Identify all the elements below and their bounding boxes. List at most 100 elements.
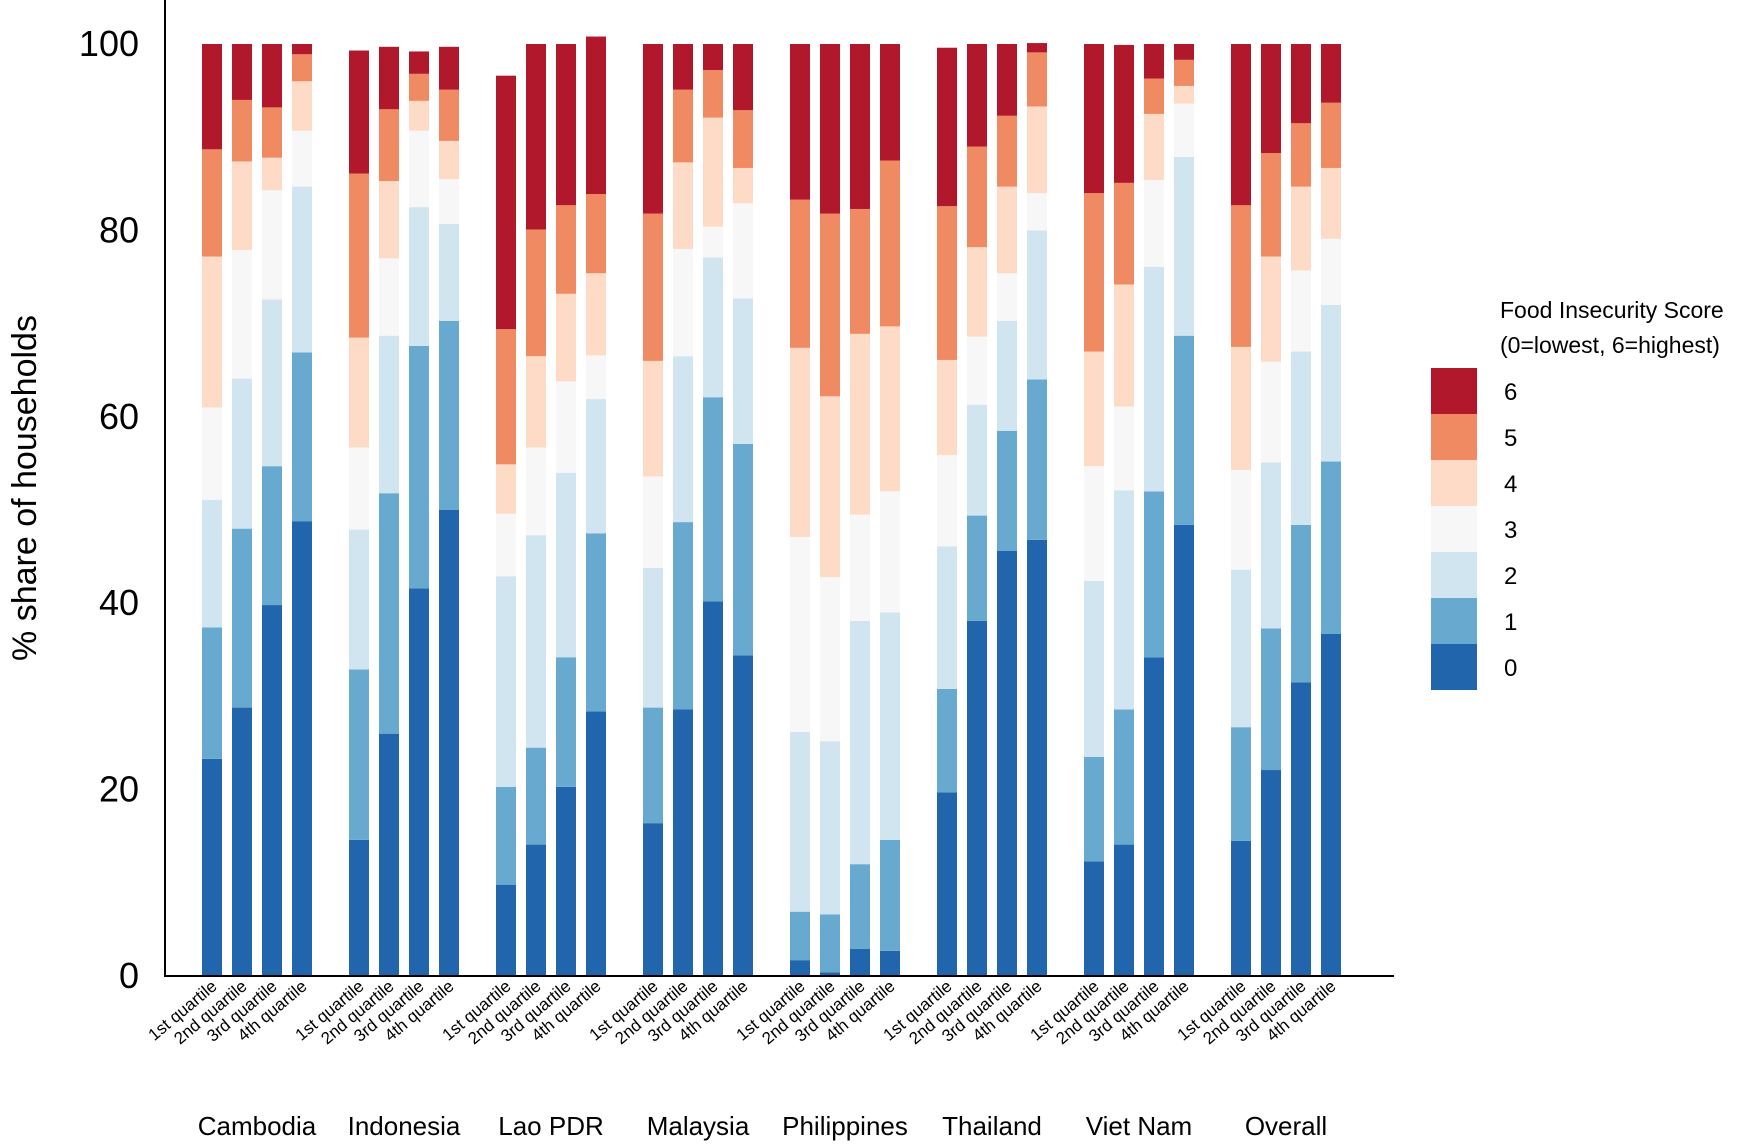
bar-segment-indonesia-q3-score-3 <box>409 130 429 208</box>
bar-segment-philippines-q2-score-2 <box>820 741 840 915</box>
bar-segment-cambodia-q4-score-1 <box>292 352 312 522</box>
legend-swatch-3 <box>1431 506 1477 552</box>
y-tick-label: 40 <box>99 582 139 623</box>
bar-segment-viet-nam-q3-score-2 <box>1144 266 1164 492</box>
bar-segment-indonesia-q4-score-2 <box>439 223 459 321</box>
bar-segment-lao-pdr-q3-score-0 <box>556 786 576 976</box>
legend-label-0: 0 <box>1504 655 1517 682</box>
bar-segment-lao-pdr-q1-score-3 <box>496 513 516 577</box>
bar-segment-cambodia-q2-score-1 <box>232 528 252 708</box>
bar-segment-lao-pdr-q2-score-1 <box>526 747 546 845</box>
bar-segment-cambodia-q2-score-5 <box>232 99 252 162</box>
bar-segment-thailand-q2-score-1 <box>967 515 987 621</box>
bar-segment-malaysia-q1-score-0 <box>643 823 663 976</box>
bar-segment-philippines-q3-score-3 <box>850 514 870 621</box>
bar-segment-overall-q2-score-4 <box>1261 256 1281 362</box>
bar-segment-viet-nam-q4-score-0 <box>1174 524 1194 976</box>
bar-segment-lao-pdr-q4-score-3 <box>586 355 606 400</box>
legend-label-3: 3 <box>1504 517 1517 544</box>
bar-segment-lao-pdr-q1-score-1 <box>496 786 516 885</box>
bar-segment-malaysia-q4-score-2 <box>733 298 753 444</box>
bar-segment-viet-nam-q2-score-5 <box>1114 182 1134 285</box>
bar-segment-cambodia-q2-score-0 <box>232 707 252 976</box>
bars-layer <box>202 36 1341 976</box>
bar-segment-philippines-q1-score-5 <box>790 199 810 348</box>
bar-segment-malaysia-q2-score-3 <box>673 249 693 357</box>
bar-segment-cambodia-q1-score-3 <box>202 407 222 500</box>
bar-segment-lao-pdr-q3-score-5 <box>556 205 576 294</box>
bar-segment-cambodia-q1-score-2 <box>202 499 222 628</box>
bar-segment-cambodia-q3-score-2 <box>262 299 282 467</box>
bar-segment-viet-nam-q2-score-1 <box>1114 709 1134 845</box>
bar-segment-cambodia-q2-score-4 <box>232 161 252 250</box>
bar-segment-lao-pdr-q4-score-0 <box>586 711 606 976</box>
bar-segment-philippines-q3-score-4 <box>850 333 870 515</box>
x-group-label: Malaysia <box>647 1111 750 1141</box>
bar-segment-thailand-q1-score-6 <box>937 47 957 207</box>
bar-segment-philippines-q2-score-1 <box>820 914 840 973</box>
bar-segment-cambodia-q2-score-3 <box>232 249 252 379</box>
bar-segment-malaysia-q2-score-6 <box>673 44 693 90</box>
bar-segment-indonesia-q4-score-5 <box>439 89 459 141</box>
bar-segment-viet-nam-q3-score-6 <box>1144 44 1164 79</box>
bar-segment-thailand-q4-score-1 <box>1027 379 1047 540</box>
bar-segment-viet-nam-q3-score-1 <box>1144 491 1164 658</box>
bar-segment-viet-nam-q4-score-5 <box>1174 59 1194 86</box>
y-axis-label: % share of households <box>6 315 44 661</box>
bar-segment-thailand-q2-score-6 <box>967 44 987 147</box>
bar-segment-lao-pdr-q4-score-1 <box>586 533 606 712</box>
bar-segment-malaysia-q3-score-6 <box>703 44 723 71</box>
bar-segment-thailand-q1-score-3 <box>937 455 957 547</box>
bar-segment-indonesia-q1-score-3 <box>349 447 369 530</box>
bar-segment-philippines-q2-score-5 <box>820 213 840 397</box>
bar-segment-overall-q4-score-3 <box>1321 238 1341 305</box>
bar-segment-philippines-q2-score-4 <box>820 396 840 578</box>
bar-segment-overall-q3-score-3 <box>1291 270 1311 352</box>
legend-title-line1: Food Insecurity Score <box>1500 297 1724 323</box>
bar-segment-viet-nam-q2-score-4 <box>1114 284 1134 407</box>
bar-segment-overall-q1-score-4 <box>1231 346 1251 470</box>
bar-segment-viet-nam-q1-score-6 <box>1084 44 1104 194</box>
bar-segment-lao-pdr-q3-score-1 <box>556 657 576 787</box>
legend-swatch-0 <box>1431 644 1477 690</box>
bar-segment-malaysia-q2-score-2 <box>673 356 693 523</box>
bar-segment-thailand-q3-score-0 <box>997 551 1017 976</box>
bar-segment-lao-pdr-q2-score-2 <box>526 535 546 748</box>
legend-swatch-6 <box>1431 368 1477 414</box>
bar-segment-lao-pdr-q3-score-6 <box>556 44 576 206</box>
bar-segment-thailand-q2-score-0 <box>967 620 987 976</box>
bar-segment-malaysia-q4-score-5 <box>733 110 753 168</box>
bar-segment-cambodia-q4-score-6 <box>292 44 312 55</box>
bar-segment-philippines-q3-score-1 <box>850 864 870 949</box>
bar-segment-viet-nam-q3-score-0 <box>1144 657 1164 976</box>
bar-segment-viet-nam-q1-score-3 <box>1084 466 1104 581</box>
bar-segment-lao-pdr-q1-score-2 <box>496 576 516 787</box>
bar-segment-indonesia-q1-score-0 <box>349 839 369 976</box>
bar-segment-indonesia-q3-score-0 <box>409 588 429 976</box>
bar-segment-malaysia-q1-score-3 <box>643 476 663 568</box>
bar-segment-malaysia-q4-score-3 <box>733 203 753 299</box>
bar-segment-philippines-q3-score-5 <box>850 208 870 334</box>
bar-segment-indonesia-q1-score-1 <box>349 669 369 840</box>
bar-segment-viet-nam-q1-score-4 <box>1084 351 1104 467</box>
bar-segment-viet-nam-q2-score-2 <box>1114 490 1134 710</box>
bar-segment-lao-pdr-q3-score-4 <box>556 293 576 382</box>
bar-segment-indonesia-q3-score-1 <box>409 345 429 589</box>
legend-label-5: 5 <box>1504 425 1517 452</box>
bar-segment-cambodia-q1-score-1 <box>202 627 222 759</box>
bar-segment-indonesia-q3-score-5 <box>409 73 429 101</box>
bar-segment-malaysia-q3-score-4 <box>703 117 723 227</box>
bar-segment-cambodia-q3-score-4 <box>262 157 282 191</box>
bar-segment-indonesia-q2-score-5 <box>379 109 399 182</box>
bar-segment-philippines-q2-score-0 <box>820 972 840 976</box>
legend: Food Insecurity Score (0=lowest, 6=highe… <box>1431 297 1724 690</box>
bar-segment-indonesia-q2-score-2 <box>379 335 399 494</box>
bar-segment-overall-q3-score-5 <box>1291 123 1311 187</box>
bar-segment-thailand-q2-score-5 <box>967 146 987 248</box>
bar-segment-thailand-q4-score-6 <box>1027 43 1047 53</box>
bar-segment-lao-pdr-q3-score-2 <box>556 472 576 658</box>
bar-segment-cambodia-q2-score-2 <box>232 378 252 529</box>
bar-segment-viet-nam-q3-score-4 <box>1144 113 1164 181</box>
bar-segment-cambodia-q1-score-4 <box>202 256 222 408</box>
bar-segment-lao-pdr-q1-score-5 <box>496 329 516 465</box>
